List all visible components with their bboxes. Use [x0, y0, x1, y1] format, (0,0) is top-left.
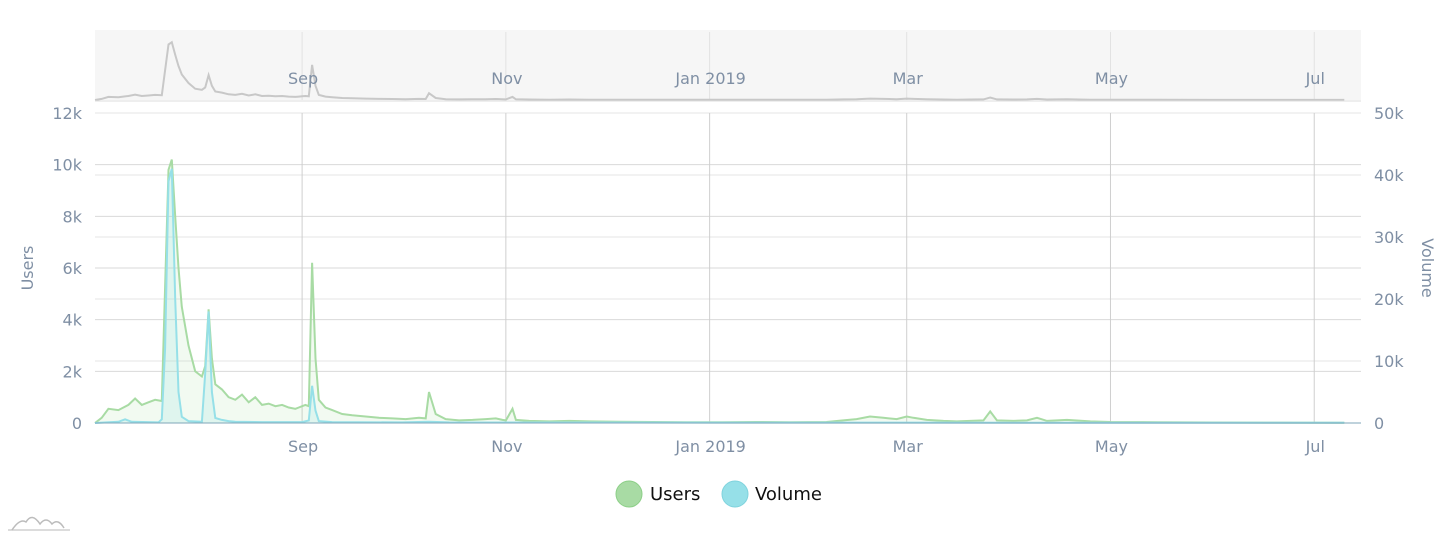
y-left-tick-label: 12k [52, 104, 82, 123]
navigator-tick-label: May [1095, 69, 1128, 88]
x-tick-label: Nov [491, 437, 522, 456]
x-tick-label: Jan 2019 [674, 437, 745, 456]
y-left-tick-label: 2k [63, 362, 83, 381]
x-tick-label: Jul [1305, 437, 1325, 456]
navigator-tick-labels: Sep Nov Jan 2019 Mar May Jul [288, 69, 1325, 88]
legend-swatch-users [615, 480, 643, 508]
y-left-tick-labels: 0 2k 4k 6k 8k 10k 12k [52, 104, 82, 433]
vertical-gridlines [301, 113, 1315, 423]
users-area [95, 159, 1345, 423]
legend: Users Volume [615, 480, 822, 508]
users-line [94, 159, 1345, 424]
y-right-tick-label: 20k [1374, 290, 1404, 309]
legend-item-users[interactable]: Users [615, 480, 700, 508]
x-tick-labels: Sep Nov Jan 2019 Mar May Jul [288, 437, 1325, 456]
y-left-axis-title: Users [18, 246, 37, 291]
navigator-tick-label: Nov [491, 69, 522, 88]
x-tick-label: May [1095, 437, 1128, 456]
x-tick-label: Sep [288, 437, 318, 456]
legend-item-volume[interactable]: Volume [721, 480, 822, 508]
amcharts-logo-icon[interactable] [8, 516, 70, 531]
navigator-background[interactable] [95, 30, 1361, 100]
y-right-tick-label: 40k [1374, 166, 1404, 185]
legend-swatch-volume [721, 480, 749, 508]
legend-label-volume: Volume [755, 484, 822, 505]
navigator-tick-label: Sep [288, 69, 318, 88]
volume-line [94, 168, 1345, 424]
navigator-tick-label: Mar [893, 69, 924, 88]
navigator-tick-label: Jan 2019 [674, 69, 745, 88]
y-right-tick-labels: 0 10k 20k 30k 40k 50k [1374, 104, 1404, 433]
y-right-tick-label: 0 [1374, 414, 1384, 433]
navigator-users-line [94, 40, 1345, 101]
y-right-tick-label: 30k [1374, 228, 1404, 247]
y-right-axis-title: Volume [1418, 238, 1437, 298]
y-right-tick-label: 50k [1374, 104, 1404, 123]
legend-label-users: Users [650, 484, 700, 505]
y-left-tick-label: 0 [72, 414, 82, 433]
y-right-tick-label: 10k [1374, 352, 1404, 371]
navigator-grid [301, 32, 1315, 100]
y-left-tick-label: 8k [63, 207, 83, 226]
y-left-tick-label: 6k [63, 259, 83, 278]
x-tick-label: Mar [893, 437, 924, 456]
horizontal-gridlines [95, 112, 1361, 424]
navigator-tick-label: Jul [1305, 69, 1325, 88]
y-left-tick-label: 4k [63, 311, 83, 330]
volume-area [95, 168, 1345, 423]
y-left-tick-label: 10k [52, 156, 82, 175]
